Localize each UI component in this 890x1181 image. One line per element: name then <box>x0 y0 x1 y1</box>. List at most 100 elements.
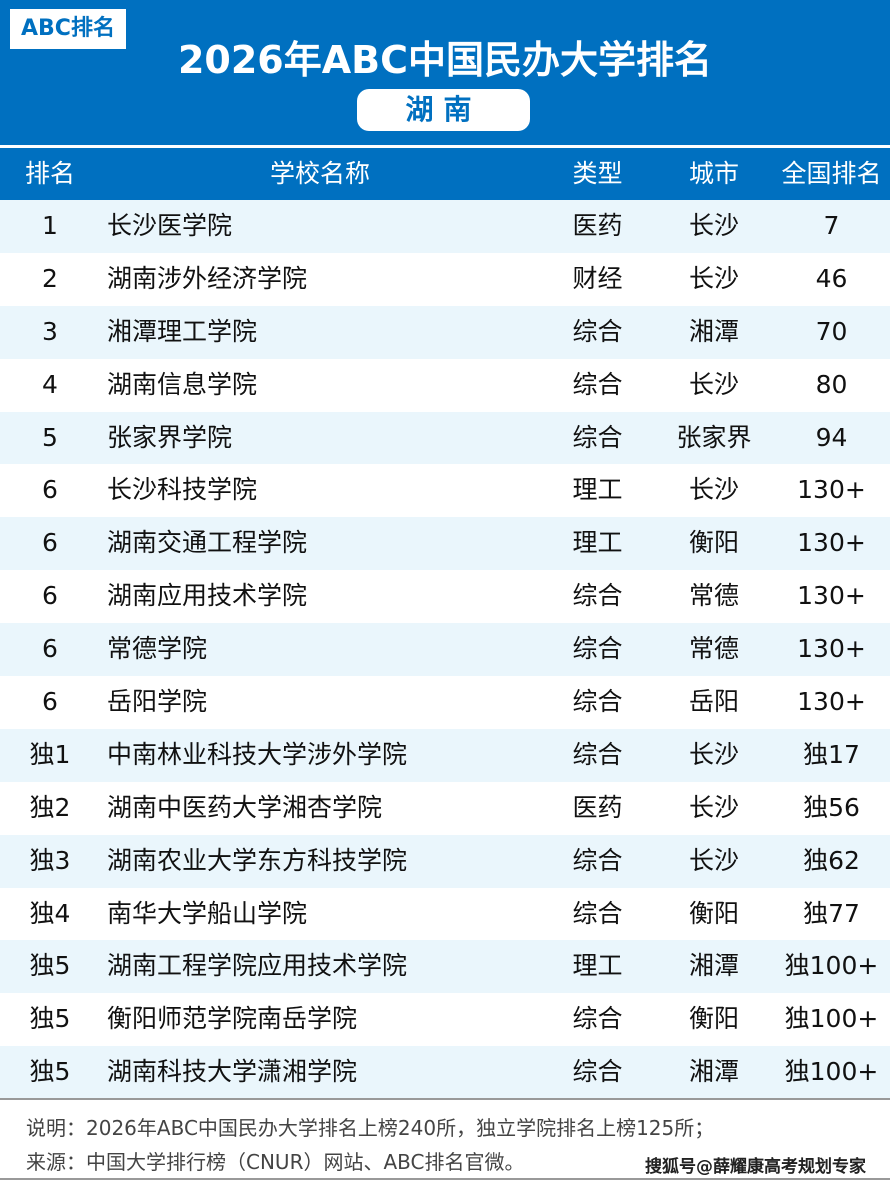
watermark: 搜狐号@薛耀康高考规划专家 <box>645 1157 866 1177</box>
cell-national-rank: 独100+ <box>784 951 879 981</box>
footer-note: 说明：2026年ABC中国民办大学排名上榜240所，独立学院排名上榜125所； <box>26 1116 715 1140</box>
table-row: 3 湘潭理工学院 综合 湘潭 70 <box>0 305 890 359</box>
cell-type: 综合 <box>572 422 623 452</box>
cell-type: 综合 <box>572 369 623 399</box>
cell-rank: 3 <box>42 316 58 346</box>
cell-type: 综合 <box>572 739 623 769</box>
cell-city: 岳阳 <box>688 687 739 717</box>
cell-city: 湘潭 <box>688 316 739 346</box>
table-row: 5 张家界学院 综合 张家界 94 <box>0 411 890 465</box>
page-title: 2026年ABC中国民办大学排名 <box>177 38 713 82</box>
cell-rank: 独4 <box>29 898 71 928</box>
abc-logo: ABC排名 <box>10 9 126 49</box>
cell-city: 常德 <box>688 634 739 664</box>
cell-city: 长沙 <box>688 263 739 293</box>
cell-rank: 6 <box>42 687 58 717</box>
cell-city: 张家界 <box>676 422 752 452</box>
cell-rank: 6 <box>42 634 58 664</box>
cell-national-rank: 独100+ <box>784 1057 879 1087</box>
cell-school: 湘潭理工学院 <box>107 316 258 346</box>
cell-rank: 2 <box>42 263 58 293</box>
cell-school: 湖南中医药大学湘杏学院 <box>107 792 383 822</box>
cell-national-rank: 46 <box>815 263 848 293</box>
table-row: 1 长沙医学院 医药 长沙 7 <box>0 200 890 253</box>
cell-type: 理工 <box>572 528 623 558</box>
cell-school: 湖南应用技术学院 <box>107 581 308 611</box>
cell-type: 理工 <box>572 475 623 505</box>
cell-school: 湖南交通工程学院 <box>107 528 308 558</box>
cell-national-rank: 130+ <box>797 687 866 717</box>
cell-school: 中南林业科技大学涉外学院 <box>107 739 408 769</box>
table-row: 6 常德学院 综合 常德 130+ <box>0 623 890 677</box>
table-row: 4 湖南信息学院 综合 长沙 80 <box>0 359 890 412</box>
cell-city: 长沙 <box>688 739 739 769</box>
cell-national-rank: 70 <box>815 316 848 346</box>
cell-city: 湘潭 <box>688 951 739 981</box>
cell-school: 常德学院 <box>107 634 208 664</box>
cell-school: 湖南涉外经济学院 <box>107 263 308 293</box>
table-row: 2 湖南涉外经济学院 财经 长沙 46 <box>0 253 890 306</box>
cell-type: 综合 <box>572 1057 623 1087</box>
table-header: 排名 学校名称 类型 城市 全国排名 <box>0 148 890 200</box>
header-banner: ABC排名 2026年ABC中国民办大学排名 湖南 <box>0 0 890 145</box>
table-row: 独2 湖南中医药大学湘杏学院 医药 长沙 独56 <box>0 782 890 835</box>
cell-national-rank: 7 <box>823 211 840 240</box>
cell-school: 湖南工程学院应用技术学院 <box>107 951 408 981</box>
cell-city: 长沙 <box>688 475 739 505</box>
cell-type: 理工 <box>572 951 623 981</box>
cell-rank: 独2 <box>29 792 71 822</box>
cell-school: 长沙科技学院 <box>107 475 258 505</box>
table-row: 独1 中南林业科技大学涉外学院 综合 长沙 独17 <box>0 728 890 782</box>
cell-school: 南华大学船山学院 <box>107 898 308 928</box>
table-row: 6 长沙科技学院 理工 长沙 130+ <box>0 464 890 517</box>
cell-city: 衡阳 <box>688 528 739 558</box>
cell-city: 长沙 <box>688 792 739 822</box>
cell-rank: 独1 <box>29 739 71 769</box>
cell-city: 湘潭 <box>688 1057 739 1087</box>
cell-national-rank: 130+ <box>797 634 866 664</box>
cell-rank: 4 <box>42 369 58 399</box>
cell-type: 综合 <box>572 1004 623 1034</box>
cell-type: 综合 <box>572 581 623 611</box>
cell-city: 常德 <box>688 581 739 611</box>
col-type: 类型 <box>572 159 623 188</box>
cell-type: 综合 <box>572 634 623 664</box>
table-row: 6 湖南交通工程学院 理工 衡阳 130+ <box>0 517 890 571</box>
cell-national-rank: 130+ <box>797 528 866 558</box>
table-row: 独3 湖南农业大学东方科技学院 综合 长沙 独62 <box>0 834 890 888</box>
cell-school: 长沙医学院 <box>107 211 233 240</box>
cell-city: 衡阳 <box>688 898 739 928</box>
table-row: 独5 湖南科技大学潇湘学院 综合 湘潭 独100+ <box>0 1046 890 1100</box>
cell-type: 综合 <box>572 687 623 717</box>
col-national-rank: 全国排名 <box>781 159 882 188</box>
cell-type: 医药 <box>572 211 623 240</box>
cell-school: 张家界学院 <box>107 422 233 452</box>
cell-type: 综合 <box>572 898 623 928</box>
cell-type: 医药 <box>572 792 623 822</box>
table-row: 6 岳阳学院 综合 岳阳 130+ <box>0 676 890 729</box>
table-row: 独4 南华大学船山学院 综合 衡阳 独77 <box>0 888 890 941</box>
footer-source: 来源：中国大学排行榜（CNUR）网站、ABC排名官微。 <box>26 1150 525 1174</box>
cell-national-rank: 80 <box>815 369 848 399</box>
cell-rank: 6 <box>42 475 58 505</box>
cell-rank: 独5 <box>29 1057 71 1087</box>
province-badge: 湖南 <box>357 89 530 131</box>
col-school: 学校名称 <box>269 159 370 188</box>
cell-rank: 独5 <box>29 1004 71 1034</box>
cell-type: 综合 <box>572 316 623 346</box>
cell-school: 衡阳师范学院南岳学院 <box>107 1004 358 1034</box>
table-row: 6 湖南应用技术学院 综合 常德 130+ <box>0 570 890 623</box>
cell-school: 岳阳学院 <box>107 687 208 717</box>
cell-rank: 6 <box>42 581 58 611</box>
cell-national-rank: 独100+ <box>784 1004 879 1034</box>
cell-city: 长沙 <box>688 211 739 240</box>
cell-rank: 6 <box>42 528 58 558</box>
col-city: 城市 <box>688 159 739 188</box>
cell-rank: 5 <box>42 422 58 452</box>
cell-rank: 独3 <box>29 845 71 875</box>
cell-national-rank: 130+ <box>797 475 866 505</box>
cell-national-rank: 130+ <box>797 581 866 611</box>
cell-city: 长沙 <box>688 369 739 399</box>
table-row: 独5 衡阳师范学院南岳学院 综合 衡阳 独100+ <box>0 993 890 1046</box>
cell-national-rank: 94 <box>815 422 848 452</box>
